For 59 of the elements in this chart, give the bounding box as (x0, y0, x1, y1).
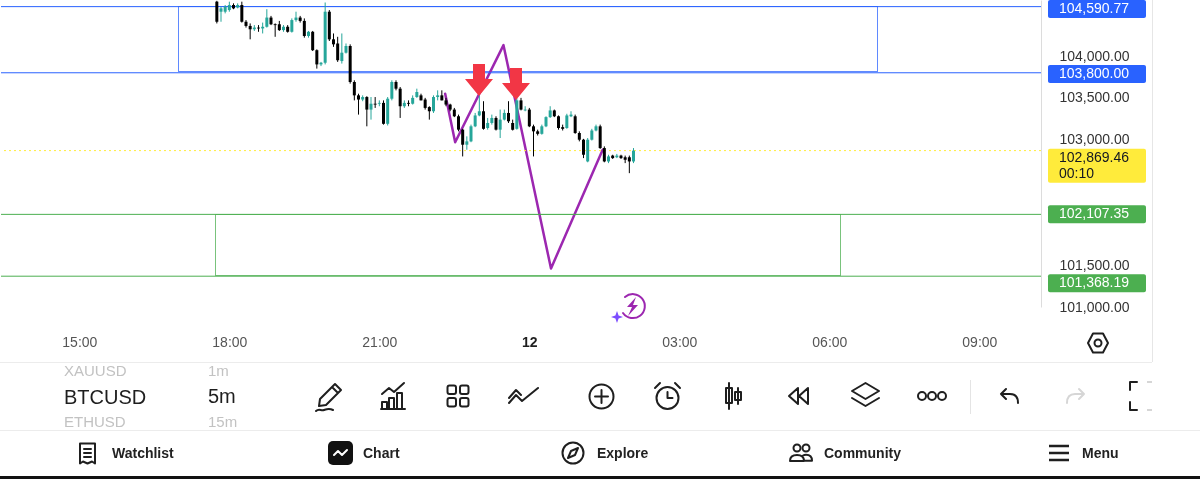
text: 1m (208, 362, 229, 380)
candlestick (340, 32, 344, 65)
candlestick (311, 30, 315, 52)
candlestick (482, 100, 485, 131)
text: BTCUSD (64, 385, 147, 409)
x-tick-label: 03:00 (662, 333, 698, 350)
candlestick (477, 94, 481, 117)
ref-line-label: 102,869.46 (1059, 148, 1130, 165)
ref-line-label: 102,107.35 (1059, 205, 1130, 222)
candlestick (273, 22, 277, 38)
candlestick (390, 79, 394, 101)
candlestick (573, 114, 577, 135)
text: XAUUSD (64, 362, 127, 380)
candlestick (598, 124, 602, 150)
text: 00:10 (1059, 164, 1095, 181)
text: ETHUSD (64, 413, 126, 431)
candlestick (302, 17, 306, 39)
y-tick-label: 101,500.00 (1059, 256, 1130, 273)
text: Explore (597, 444, 649, 462)
candlestick (582, 138, 585, 159)
candlestick (365, 95, 369, 127)
y-tick-label: 103,500.00 (1059, 89, 1130, 106)
candlestick (382, 99, 385, 126)
text: Chart (363, 444, 400, 462)
text: 15m (208, 413, 238, 431)
candlestick (532, 124, 535, 157)
text: Watchlist (112, 444, 174, 462)
candlestick (240, 1, 244, 24)
x-tick-label: 12 (522, 333, 538, 350)
candlestick (461, 128, 465, 157)
y-tick-label: 104,000.00 (1059, 47, 1130, 64)
candlestick (336, 36, 340, 63)
candlestick (398, 86, 402, 119)
y-tick-label: 101,000.00 (1059, 298, 1130, 315)
candlestick (357, 93, 360, 116)
text: Menu (1082, 444, 1119, 462)
candlestick (373, 96, 377, 109)
candlestick (215, 0, 219, 24)
x-tick-label: 15:00 (62, 333, 98, 350)
ref-line-label: 101,368.19 (1059, 274, 1130, 291)
ref-line-label: 103,800.00 (1059, 65, 1130, 82)
candlestick (352, 79, 356, 101)
text: Community (824, 444, 901, 462)
text: 5m (208, 384, 236, 408)
y-tick-label: 103,000.00 (1059, 131, 1130, 148)
candlestick (586, 137, 590, 163)
ref-line-label: 104,590.77 (1059, 0, 1130, 16)
candlestick (498, 109, 502, 139)
candlestick (244, 19, 248, 29)
candlestick (219, 6, 223, 23)
candlestick (507, 100, 510, 124)
candlestick (527, 107, 531, 128)
candlestick (265, 8, 269, 29)
candlestick (315, 48, 319, 70)
x-tick-label: 06:00 (812, 333, 848, 350)
candlestick (369, 96, 373, 121)
x-tick-label: 18:00 (212, 333, 248, 350)
x-tick-label: 21:00 (362, 333, 398, 350)
x-tick-label: 09:00 (962, 333, 998, 350)
